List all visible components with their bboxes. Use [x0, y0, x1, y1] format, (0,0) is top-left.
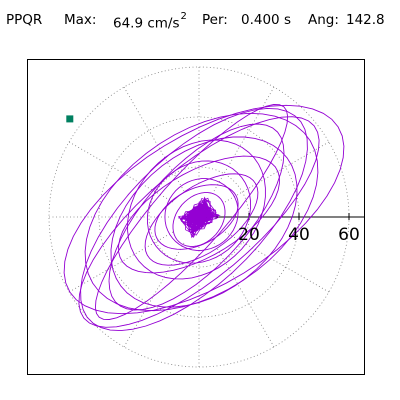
trace-loop-12 — [154, 184, 239, 250]
max-label: Max: — [64, 12, 97, 28]
trace-loop-3 — [63, 104, 345, 315]
trace-loop-6 — [108, 123, 285, 311]
grid-spoke-240 — [123, 86, 185, 192]
particle-motion-trace — [63, 104, 345, 332]
angle-label: Ang: — [308, 12, 339, 28]
period-value: 0.400 s — [241, 12, 291, 28]
trace-core — [178, 196, 221, 239]
trace-loop-2 — [78, 116, 320, 328]
trace-loop-1 — [94, 104, 289, 320]
start-point-marker — [66, 115, 74, 123]
grid-spoke-300 — [213, 86, 275, 192]
grid-spoke-330 — [224, 141, 330, 203]
trace-loop-7 — [110, 136, 298, 308]
hodograph-canvas: 20 40 60 — [48, 66, 364, 368]
hodograph-plot: 20 40 60 — [27, 59, 365, 375]
grid-spoke-120 — [123, 242, 185, 348]
max-value-exponent: 2 — [180, 11, 187, 22]
trace-loop-8 — [118, 155, 280, 274]
grid-spoke-150 — [68, 231, 174, 293]
trace-loop-13 — [164, 178, 239, 251]
period-label: Per: — [202, 12, 228, 28]
station-code: PPQR — [6, 12, 43, 28]
header-bar: PPQR Max: 64.9 cm/s2 Per: 0.400 s Ang: 1… — [0, 11, 400, 40]
trace-loop-11 — [146, 160, 252, 264]
grid-spoke-210 — [68, 141, 174, 203]
grid-spoke-30 — [224, 231, 330, 293]
max-value: 64.9 cm/s — [113, 15, 180, 32]
radial-tick-label-40: 40 — [288, 225, 310, 245]
radial-tick-label-60: 60 — [338, 225, 360, 245]
radial-tick-labels: 20 40 60 — [238, 225, 360, 245]
trace-loop-14 — [172, 192, 226, 247]
angle-value: 142.8 — [346, 12, 385, 28]
trace-loop-5 — [84, 112, 319, 312]
grid-spoke-60 — [213, 242, 275, 348]
max-value-group: 64.9 cm/s2 — [113, 11, 187, 32]
trace-loop-9 — [127, 139, 266, 280]
radial-tick-label-20: 20 — [238, 225, 260, 245]
